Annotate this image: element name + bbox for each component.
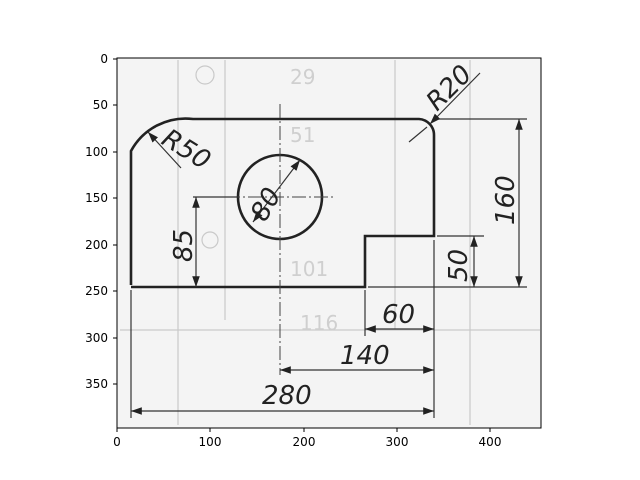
y-axis: 0 50 100 150 200 250 300 350 — [85, 52, 117, 391]
dim-text-280: 280 — [262, 381, 312, 411]
dim-line-r50 — [147, 131, 182, 169]
x-tick-label: 400 — [479, 435, 502, 449]
x-tick-label: 200 — [293, 435, 316, 449]
axes-frame — [116, 57, 542, 429]
bg-text-2: 51 — [290, 123, 315, 147]
x-tick-label: 0 — [113, 435, 121, 449]
x-tick-label: 100 — [199, 435, 222, 449]
x-tick-label: 300 — [386, 435, 409, 449]
x-axis: 0 100 200 300 400 — [113, 428, 501, 449]
dim-text-160: 160 — [491, 175, 521, 225]
background-scan-marks: 29 51 101 116 — [120, 60, 540, 425]
bg-text-4: 116 — [300, 311, 338, 335]
y-tick-label: 50 — [93, 98, 108, 112]
bg-text-3: 101 — [290, 257, 328, 281]
part-outline — [129, 117, 436, 289]
y-tick-label: 350 — [85, 377, 108, 391]
bg-text-1: 29 — [290, 65, 315, 89]
dim-text-140: 140 — [340, 341, 390, 371]
dim-line-80 — [252, 159, 301, 223]
y-tick-label: 0 — [100, 52, 108, 66]
dim-text-60: 60 — [382, 300, 415, 330]
y-tick-label: 250 — [85, 284, 108, 298]
dim-text-85: 85 — [169, 229, 199, 262]
y-tick-label: 300 — [85, 331, 108, 345]
dim-line-r20 — [429, 72, 481, 125]
dim-text-50: 50 — [444, 249, 474, 282]
dim-line-r20-tail — [408, 126, 428, 143]
y-tick-label: 150 — [85, 191, 108, 205]
y-tick-label: 200 — [85, 238, 108, 252]
y-tick-label: 100 — [85, 145, 108, 159]
